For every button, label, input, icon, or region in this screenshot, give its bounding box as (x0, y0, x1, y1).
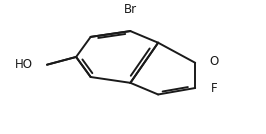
Text: O: O (210, 55, 219, 68)
Text: HO: HO (14, 58, 32, 71)
Text: F: F (211, 81, 218, 94)
Text: Br: Br (124, 3, 137, 16)
